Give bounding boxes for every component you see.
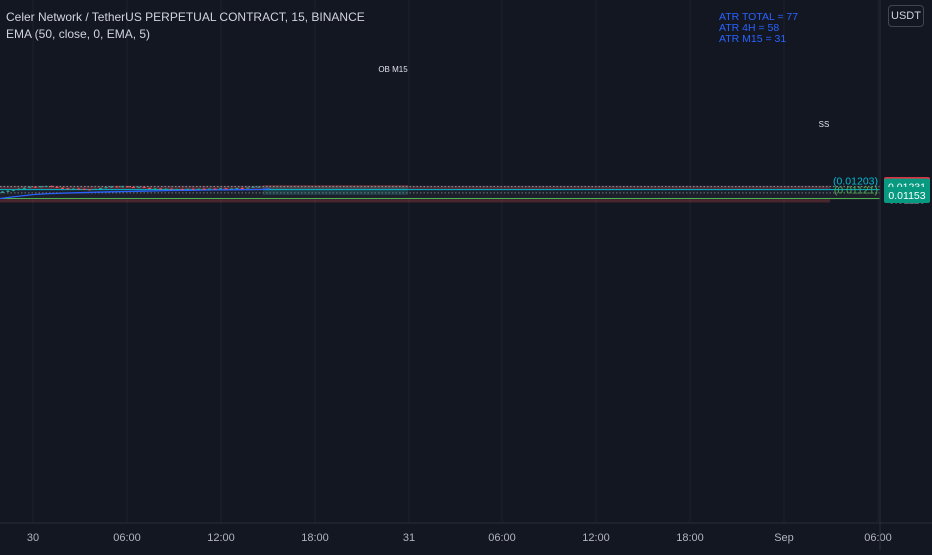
candle-body[interactable] (180, 189, 184, 191)
candle-body[interactable] (17, 188, 21, 190)
ob-m15-label: OB M15 (378, 65, 408, 74)
currency-button[interactable]: USDT (888, 5, 924, 27)
candle-body[interactable] (197, 188, 201, 190)
candle-body[interactable] (110, 186, 113, 188)
ema-line[interactable] (0, 188, 271, 200)
candle-body[interactable] (153, 188, 157, 190)
x-tick-label: 06:00 (113, 532, 141, 544)
candle-body[interactable] (224, 188, 228, 190)
candle-body[interactable] (235, 188, 239, 190)
atr-total-label: ATR TOTAL = 77 (719, 11, 799, 23)
chart-title: Celer Network / TetherUS PERPETUAL CONTR… (6, 10, 365, 24)
candle-body[interactable] (82, 188, 86, 190)
atr-4h-label: ATR 4H = 58 (719, 22, 780, 34)
candle-body[interactable] (28, 186, 32, 188)
x-tick-label: 30 (27, 532, 39, 544)
candle-body[interactable] (11, 189, 15, 191)
candle-body[interactable] (240, 188, 244, 190)
stop-loss-zone[interactable] (263, 185, 408, 187)
candle-body[interactable] (44, 185, 48, 187)
candle-body[interactable] (115, 186, 119, 188)
candle-body[interactable] (104, 187, 108, 189)
take-profit-zone[interactable] (263, 186, 408, 196)
candle-body[interactable] (142, 186, 146, 188)
level-label: (0.01121) (834, 184, 878, 196)
candle-body[interactable] (164, 188, 168, 190)
ob-m15-zone[interactable] (0, 186, 830, 190)
x-tick-label: 12:00 (582, 532, 610, 544)
candle-body[interactable] (66, 188, 70, 190)
candle-body[interactable] (50, 185, 54, 187)
candle-body[interactable] (148, 187, 152, 189)
candle-body[interactable] (137, 186, 141, 188)
candle-body[interactable] (251, 186, 255, 188)
ema-indicator-legend[interactable]: EMA (50, close, 0, EMA, 5) (6, 27, 151, 41)
candle-body[interactable] (93, 188, 97, 190)
candle-body[interactable] (22, 187, 26, 189)
candle-body[interactable] (60, 187, 64, 189)
x-tick-label: 31 (403, 532, 415, 544)
candle-body[interactable] (99, 188, 103, 190)
candle-body[interactable] (120, 186, 124, 188)
candle-body[interactable] (213, 188, 217, 190)
candle-body[interactable] (219, 188, 222, 190)
x-tick-label: 18:00 (676, 532, 704, 544)
candle-body[interactable] (126, 186, 130, 188)
price-label-text: 0.01153 (888, 190, 925, 202)
candle-body[interactable] (77, 188, 81, 190)
atr-m15-label: ATR M15 = 31 (719, 33, 787, 45)
candle-body[interactable] (159, 188, 163, 190)
x-tick-label: 12:00 (207, 532, 235, 544)
candle-body[interactable] (175, 189, 179, 191)
x-tick-label: 18:00 (301, 532, 329, 544)
candle-body[interactable] (1, 191, 4, 193)
candle-body[interactable] (191, 188, 195, 190)
candle-body[interactable] (6, 190, 10, 192)
x-tick-label: 06:00 (864, 532, 892, 544)
candle-body[interactable] (246, 187, 250, 189)
candle-body[interactable] (257, 186, 261, 188)
level-label: (0.01203) (833, 176, 878, 188)
x-tick-label: Sep (774, 532, 794, 544)
price-label-box[interactable] (884, 187, 930, 204)
candle-body[interactable] (229, 188, 233, 190)
candle-body[interactable] (202, 188, 206, 190)
candle-body[interactable] (33, 186, 37, 188)
lower-zone[interactable] (0, 199, 830, 203)
candle-body[interactable] (39, 186, 43, 188)
candle-body[interactable] (208, 188, 212, 190)
candle-body[interactable] (88, 189, 92, 191)
candle-body[interactable] (131, 187, 135, 189)
candle-body[interactable] (71, 188, 75, 190)
ss-label: SS (819, 120, 830, 129)
candle-body[interactable] (186, 188, 190, 190)
candle-body[interactable] (169, 188, 173, 190)
x-tick-label: 06:00 (488, 532, 516, 544)
candle-body[interactable] (55, 186, 59, 188)
